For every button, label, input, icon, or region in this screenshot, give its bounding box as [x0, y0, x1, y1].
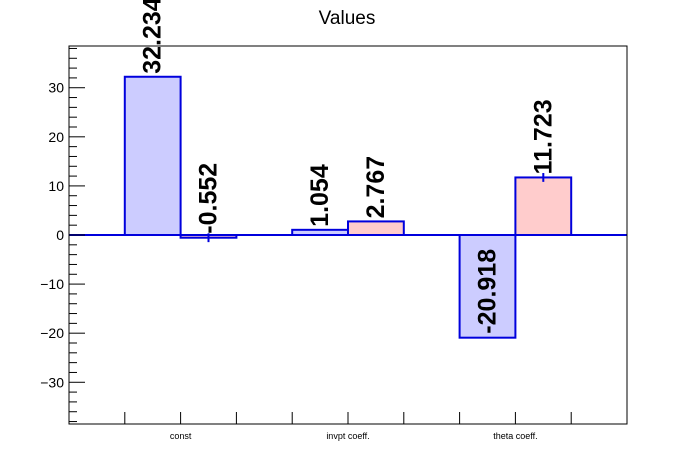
bar-const-a [123, 75, 182, 236]
bar-theta-coeff--a [458, 234, 517, 339]
x-category-label: theta coeff. [493, 431, 537, 441]
plot-frame [68, 45, 628, 425]
y-tick-label: −10 [40, 276, 64, 292]
y-tick-label: 0 [56, 227, 64, 243]
y-tick-label: 20 [48, 129, 64, 145]
data-label: 1.054 [306, 164, 334, 227]
data-label: 2.767 [362, 156, 390, 219]
bar-invpt-coeff--b [347, 220, 405, 237]
y-tick-label: 10 [48, 178, 64, 194]
y-tick-label: −20 [40, 325, 64, 341]
data-label: -0.552 [195, 163, 223, 234]
x-category-label: const [170, 431, 192, 441]
axes-layer: −30 −20 −10 0 10 20 30 const invpt coeff. theta c… [40, 47, 572, 441]
data-label: 32.234 [139, 0, 167, 74]
data-labels-layer: 32.234 -0.552 1.054 2.767 -20.918 11.723 [139, 0, 558, 334]
data-label: -20.918 [474, 249, 502, 334]
x-category-label: invpt coeff. [326, 431, 369, 441]
bar-theta-coeff--b [514, 176, 573, 237]
y-tick-label: 30 [48, 80, 64, 96]
y-tick-label: −30 [40, 374, 64, 390]
chart-title: Values [319, 8, 376, 29]
data-label: 11.723 [529, 99, 557, 174]
bars-layer [123, 75, 573, 339]
